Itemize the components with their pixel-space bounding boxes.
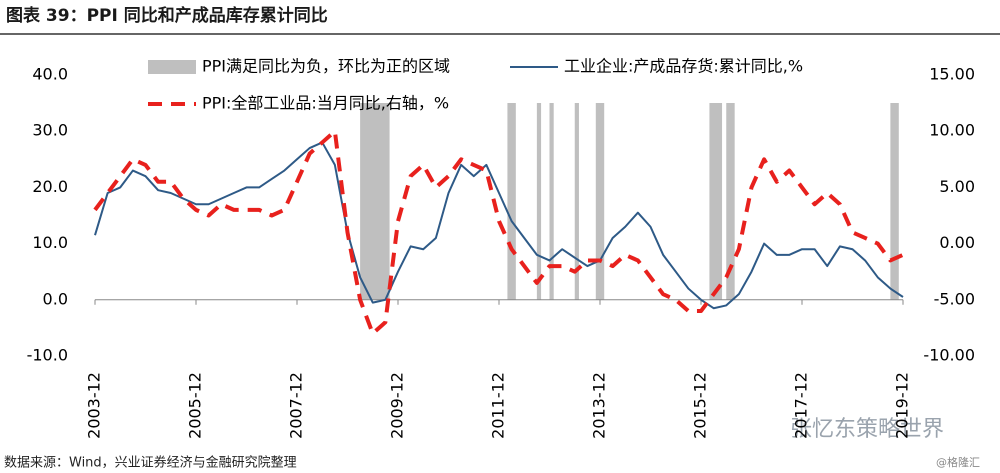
y2-tick-label: 0.00: [939, 233, 975, 252]
shaded-period: [360, 103, 390, 300]
source: 数据来源：Wind，兴业证券经济与金融研究院整理: [4, 455, 297, 471]
shaded-period: [549, 103, 554, 300]
legend-swatch: [148, 60, 196, 74]
y-tick-label: 0.0: [43, 289, 68, 308]
shaded-period: [890, 103, 899, 300]
legend-label: PPI:全部工业品:当月同比,右轴，%: [202, 94, 449, 113]
shaded-period: [726, 103, 735, 300]
x-tick-label: 2009-12: [388, 372, 407, 439]
chart-title: 图表 39：PPI 同比和产成品库存累计同比: [6, 5, 328, 26]
legend-label: PPI满足同比为负，环比为正的区域: [202, 57, 450, 76]
series-line: [94, 141, 904, 310]
y2-tick-label: -10.00: [923, 346, 975, 365]
watermark: 张忆东策略世界: [790, 417, 944, 442]
x-tick-label: 2005-12: [186, 372, 205, 439]
y-tick-label: 20.0: [32, 177, 68, 196]
y-tick-label: 10.0: [32, 233, 68, 252]
shaded-period: [595, 103, 605, 300]
watermark-corner: @格隆汇: [936, 455, 980, 469]
y-tick-label: 30.0: [32, 121, 68, 140]
shaded-period: [536, 103, 542, 300]
x-tick-label: 2019-12: [893, 372, 912, 439]
x-tick-label: 2013-12: [590, 372, 609, 439]
x-tick-label: 2015-12: [691, 372, 710, 439]
x-tick-label: 2017-12: [792, 372, 811, 439]
y2-tick-label: 15.00: [929, 65, 975, 84]
x-tick-label: 2003-12: [85, 372, 104, 439]
shaded-period: [574, 103, 579, 300]
y2-tick-label: 10.00: [929, 121, 975, 140]
y2-tick-label: -5.00: [934, 289, 975, 308]
y-tick-label: -10.0: [27, 346, 68, 365]
y-tick-label: 40.0: [32, 65, 68, 84]
legend-label: 工业企业:产成品存货:累计同比,%: [564, 57, 803, 76]
series-line: [93, 129, 904, 336]
x-tick-label: 2007-12: [287, 372, 306, 439]
y2-tick-label: 5.00: [939, 177, 975, 196]
shaded-period: [709, 103, 723, 300]
shaded-period: [507, 103, 516, 300]
x-tick-label: 2011-12: [489, 372, 508, 439]
